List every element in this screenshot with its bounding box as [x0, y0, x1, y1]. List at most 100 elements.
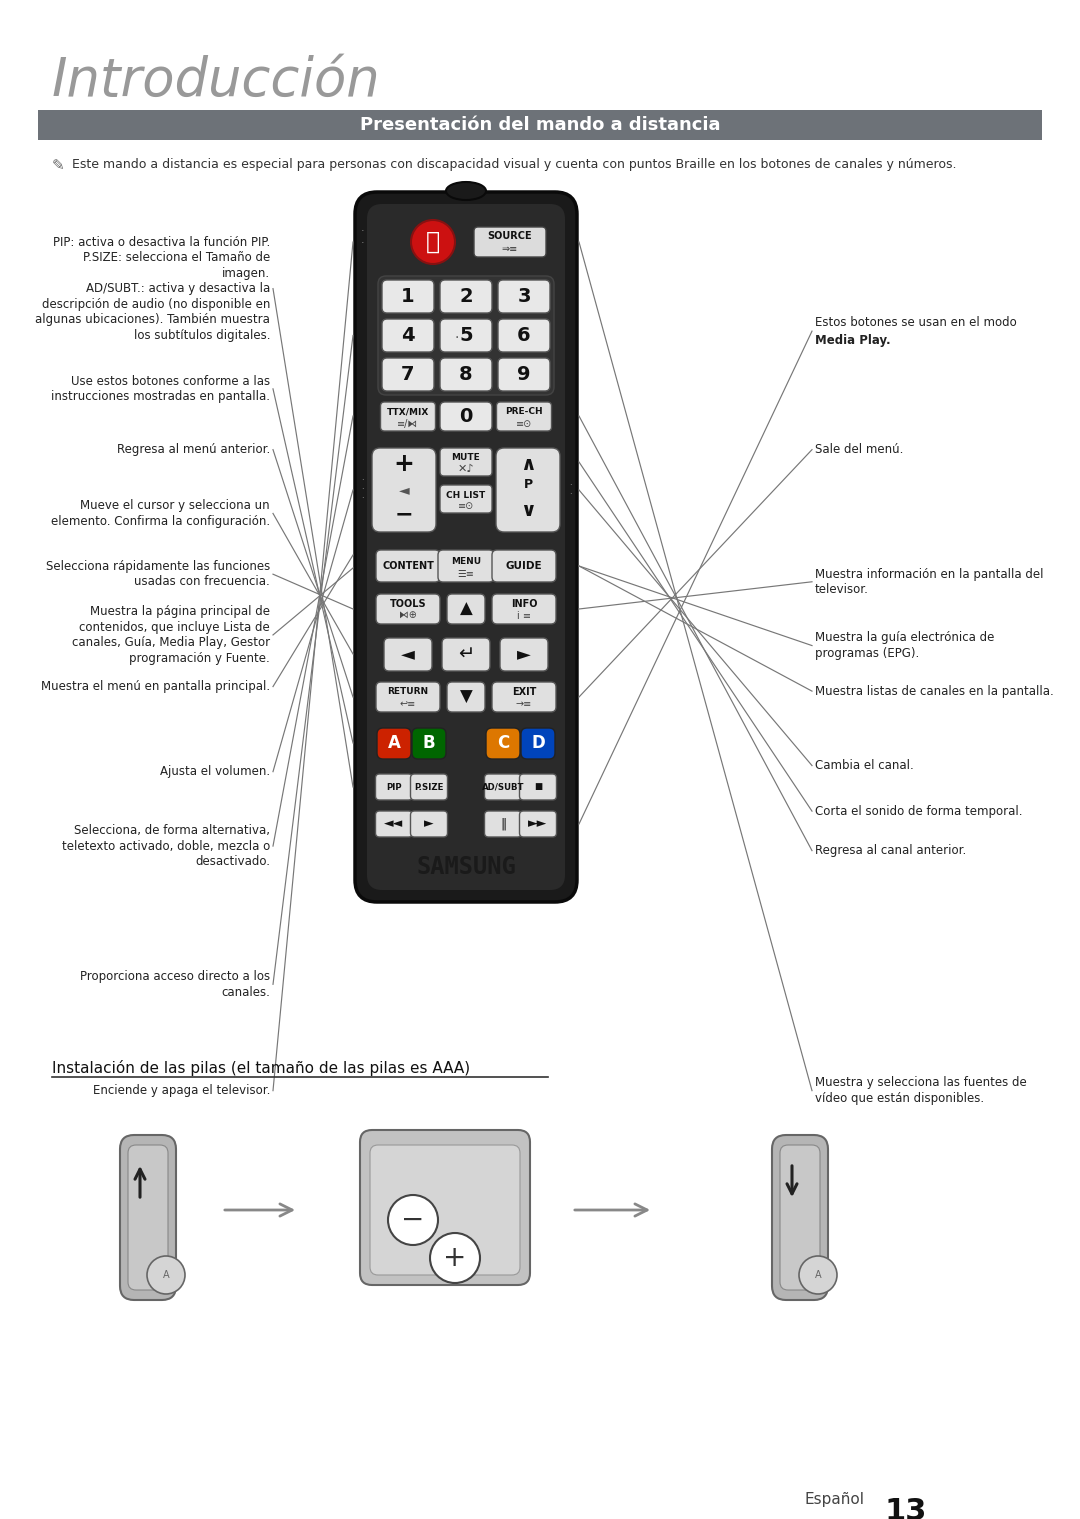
FancyBboxPatch shape [384, 638, 432, 671]
Text: ≡⊙: ≡⊙ [458, 501, 474, 510]
FancyBboxPatch shape [382, 319, 434, 352]
Text: P: P [524, 477, 532, 491]
FancyBboxPatch shape [376, 682, 440, 712]
Text: MUTE: MUTE [451, 454, 481, 462]
FancyBboxPatch shape [485, 811, 522, 837]
FancyBboxPatch shape [474, 226, 546, 257]
Text: SAMSUNG: SAMSUNG [416, 855, 516, 880]
Text: ‖: ‖ [500, 817, 507, 831]
FancyBboxPatch shape [410, 775, 447, 801]
FancyBboxPatch shape [120, 1135, 176, 1300]
Text: ≡/⧑: ≡/⧑ [397, 419, 419, 428]
Text: Muestra la página principal de
contenidos, que incluye Lista de
canales, Guía, M: Muestra la página principal de contenido… [72, 605, 270, 665]
FancyBboxPatch shape [772, 1135, 828, 1300]
Text: 7: 7 [402, 365, 415, 384]
FancyBboxPatch shape [442, 638, 490, 671]
Text: Introducción: Introducción [52, 55, 380, 106]
FancyBboxPatch shape [498, 358, 550, 390]
Text: ⇒≡: ⇒≡ [502, 245, 518, 254]
Text: 6: 6 [517, 327, 530, 345]
FancyBboxPatch shape [447, 594, 485, 624]
Text: P.SIZE: P.SIZE [415, 782, 444, 791]
FancyBboxPatch shape [377, 728, 411, 760]
FancyBboxPatch shape [440, 279, 492, 313]
FancyBboxPatch shape [440, 403, 492, 431]
Text: Regresa al menú anterior.: Regresa al menú anterior. [117, 444, 270, 456]
Text: SOURCE: SOURCE [488, 231, 532, 242]
Text: PIP: PIP [387, 782, 402, 791]
Text: ✕♪: ✕♪ [458, 463, 474, 474]
Text: ◄: ◄ [399, 483, 409, 497]
FancyBboxPatch shape [498, 319, 550, 352]
Circle shape [430, 1233, 480, 1284]
Text: ⏻: ⏻ [426, 229, 440, 254]
FancyBboxPatch shape [492, 550, 556, 582]
FancyBboxPatch shape [382, 358, 434, 390]
Text: ·
·: · · [569, 482, 571, 500]
FancyBboxPatch shape [497, 403, 552, 431]
Text: ↵: ↵ [458, 644, 474, 664]
Text: RETURN: RETURN [388, 688, 429, 697]
FancyBboxPatch shape [410, 811, 447, 837]
Text: INFO: INFO [511, 598, 537, 609]
FancyBboxPatch shape [496, 448, 561, 532]
Text: Español: Español [805, 1492, 865, 1507]
Text: CH LIST: CH LIST [446, 491, 486, 500]
Text: ▲: ▲ [460, 600, 472, 618]
FancyBboxPatch shape [380, 403, 435, 431]
Text: ∨: ∨ [521, 500, 536, 519]
Text: TTX/MIX: TTX/MIX [387, 407, 429, 416]
Text: ·
·: · · [361, 226, 365, 248]
FancyBboxPatch shape [376, 811, 413, 837]
Text: Media Play.: Media Play. [815, 334, 891, 346]
Text: ►: ► [517, 646, 531, 662]
Text: Use estos botones conforme a las
instrucciones mostradas en pantalla.: Use estos botones conforme a las instruc… [51, 375, 270, 403]
Text: ↩≡: ↩≡ [400, 699, 416, 709]
FancyBboxPatch shape [382, 279, 434, 313]
Text: +: + [393, 453, 415, 475]
Text: A: A [388, 734, 401, 752]
FancyBboxPatch shape [519, 775, 556, 801]
Text: ∧: ∧ [521, 454, 536, 474]
Text: B: B [422, 734, 435, 752]
FancyBboxPatch shape [780, 1145, 820, 1290]
Text: D: D [531, 734, 545, 752]
FancyBboxPatch shape [492, 594, 556, 624]
Text: Muestra el menú en pantalla principal.: Muestra el menú en pantalla principal. [41, 681, 270, 693]
Text: →≡: →≡ [516, 699, 532, 709]
FancyBboxPatch shape [355, 191, 577, 902]
Text: 4: 4 [401, 327, 415, 345]
Text: ◄: ◄ [401, 646, 415, 662]
Circle shape [799, 1256, 837, 1294]
FancyBboxPatch shape [376, 550, 440, 582]
Text: C: C [497, 734, 509, 752]
Text: 0: 0 [459, 407, 473, 425]
Text: Muestra información en la pantalla del
televisor.: Muestra información en la pantalla del t… [815, 568, 1043, 595]
Text: ►: ► [424, 817, 434, 831]
Text: Sale del menú.: Sale del menú. [815, 444, 903, 456]
FancyBboxPatch shape [519, 811, 556, 837]
Text: 9: 9 [517, 365, 530, 384]
Text: MENU: MENU [451, 556, 481, 565]
Text: Mueve el cursor y selecciona un
elemento. Confirma la configuración.: Mueve el cursor y selecciona un elemento… [51, 500, 270, 527]
Text: Regresa al canal anterior.: Regresa al canal anterior. [815, 845, 967, 857]
Text: AD/SUBT: AD/SUBT [482, 782, 524, 791]
FancyBboxPatch shape [440, 448, 492, 475]
FancyBboxPatch shape [498, 279, 550, 313]
Text: TOOLS: TOOLS [390, 598, 427, 609]
Text: 5: 5 [459, 327, 473, 345]
Text: ≡⊙: ≡⊙ [516, 419, 532, 428]
Circle shape [147, 1256, 185, 1294]
FancyBboxPatch shape [486, 728, 519, 760]
Text: ►►: ►► [528, 817, 548, 831]
FancyBboxPatch shape [376, 775, 413, 801]
FancyBboxPatch shape [372, 448, 436, 532]
Text: EXIT: EXIT [512, 687, 536, 697]
FancyBboxPatch shape [440, 358, 492, 390]
Text: 13: 13 [885, 1498, 928, 1519]
Text: Presentación del mando a distancia: Presentación del mando a distancia [360, 115, 720, 134]
Text: Ajusta el volumen.: Ajusta el volumen. [160, 766, 270, 778]
Text: 1: 1 [401, 287, 415, 305]
Text: A: A [163, 1270, 170, 1281]
FancyBboxPatch shape [485, 775, 522, 801]
